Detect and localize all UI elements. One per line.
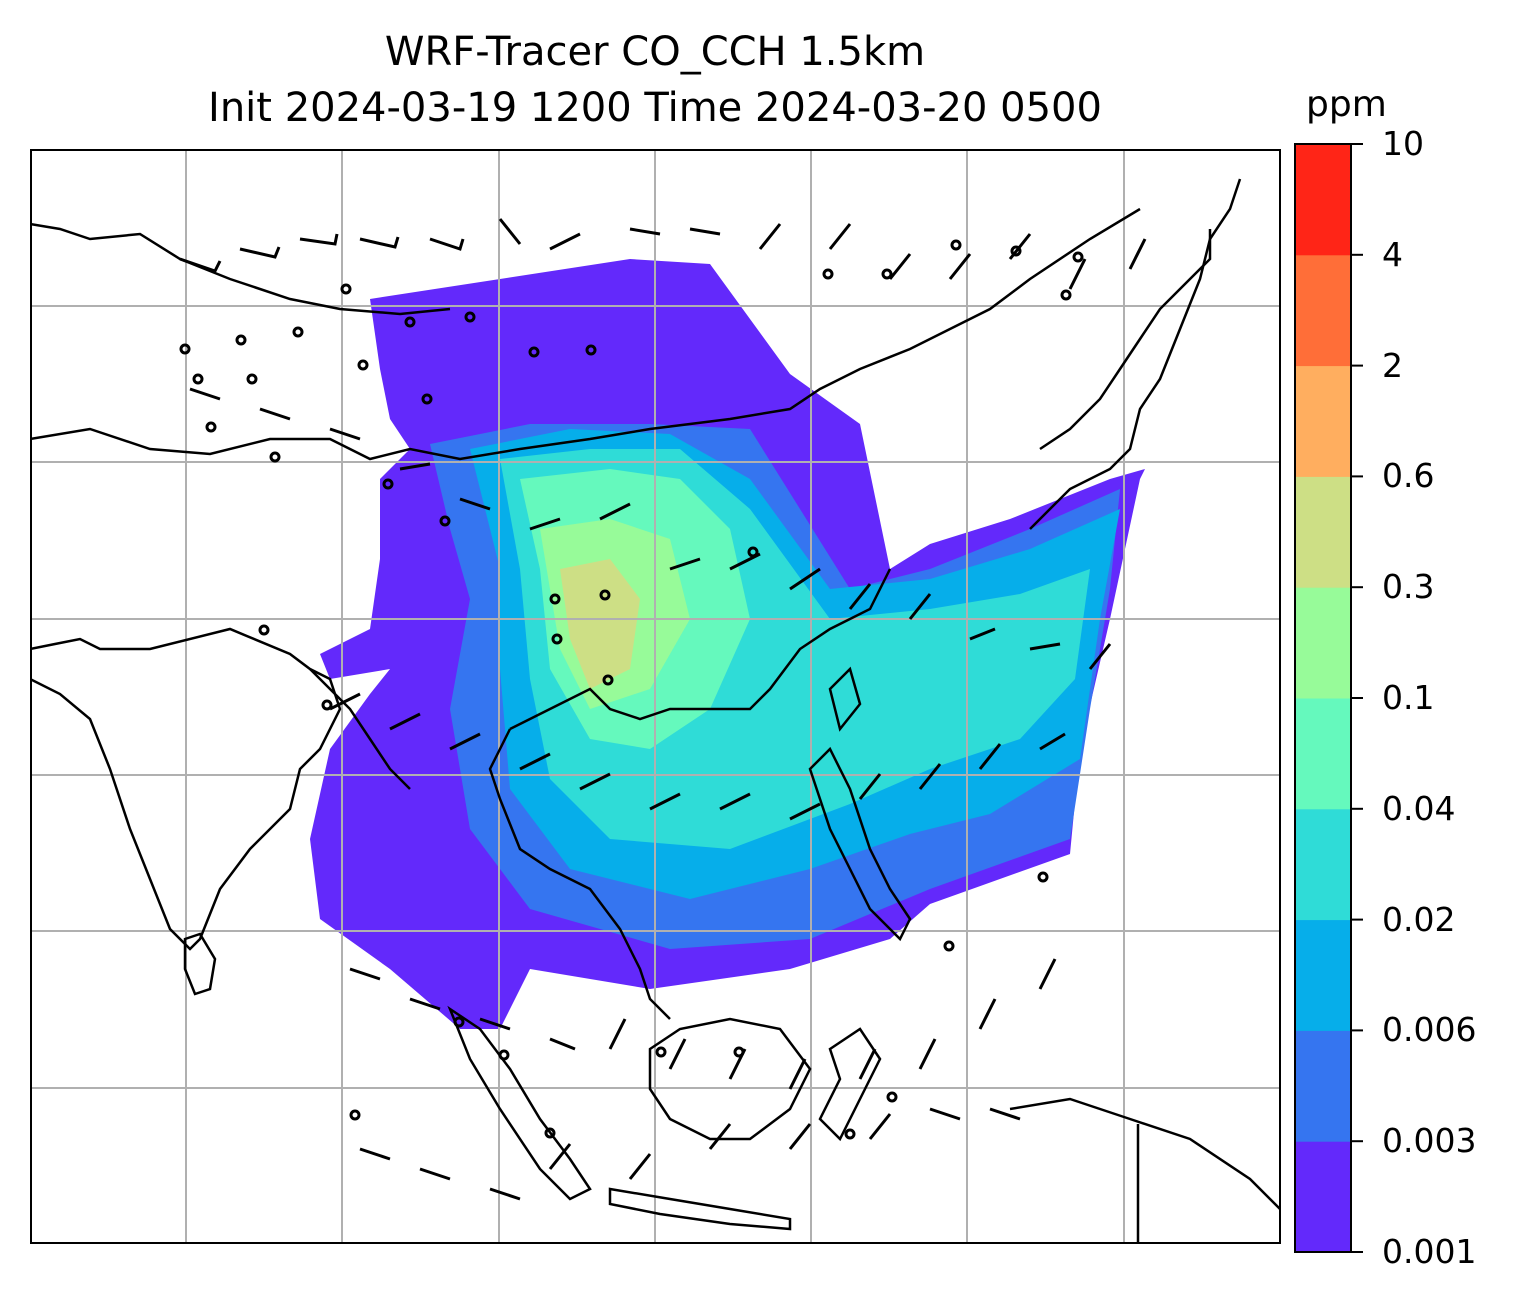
tracer-plume — [310, 259, 1145, 1029]
colorbar-band — [1295, 587, 1351, 699]
coast-korea-japan — [1029, 178, 1242, 530]
map-border — [30, 149, 1281, 1244]
colorbar-tick-label: 0.001 — [1382, 1232, 1477, 1271]
coast-bay-of-bengal — [309, 668, 411, 790]
calm-wind-markers — [179, 239, 1084, 1140]
colorbar-band — [1295, 254, 1351, 367]
coast-sri-lanka — [183, 932, 217, 996]
colorbar-tick-label: 0.02 — [1382, 899, 1456, 939]
colorbar-tick-label: 4 — [1382, 234, 1403, 274]
colorbar-tick-label: 0.04 — [1382, 788, 1456, 828]
coast-philippines — [808, 746, 912, 942]
colorbar-band — [1295, 919, 1351, 1031]
colorbar-band — [1295, 808, 1351, 921]
colorbar-tick-label: 0.6 — [1382, 456, 1435, 496]
coast-sulawesi — [818, 1027, 882, 1142]
colorbar-band — [1295, 365, 1351, 477]
colorbar-band — [1295, 1030, 1351, 1142]
colorbar-band — [1295, 144, 1351, 256]
gridlines — [30, 149, 1280, 1243]
map-title-line1: WRF-Tracer CO_CCH 1.5km — [384, 29, 926, 75]
colorbar-band — [1295, 1141, 1351, 1253]
colorbar-tick-label: 0.1 — [1382, 678, 1435, 717]
coast-borneo — [648, 1017, 812, 1141]
coast-new-guinea — [1009, 1097, 1281, 1210]
coast-taiwan — [828, 666, 862, 732]
coast-indochina — [488, 728, 671, 1020]
colorbar-tick-label: 0.003 — [1382, 1121, 1477, 1161]
colorbar-band — [1295, 698, 1351, 810]
colorbar-tick-label: 0.006 — [1382, 1010, 1477, 1050]
wind-barbs — [179, 218, 1147, 1201]
colorbar-tick-label: 0.3 — [1382, 567, 1435, 607]
map-panel — [30, 149, 1281, 1244]
coast-japan-inner — [1039, 229, 1212, 451]
colorbar-tick-label: 10 — [1382, 124, 1424, 163]
coast-central-asia — [30, 207, 1141, 461]
coast-java — [608, 1187, 792, 1231]
colorbar-tick-label: 2 — [1382, 345, 1403, 385]
map-title-line2: Init 2024-03-19 1200 Time 2024-03-20 050… — [208, 85, 1102, 131]
coast-china — [509, 568, 892, 731]
coast-india — [30, 627, 342, 951]
colorbar — [1294, 143, 1363, 1253]
plume-band-0.3 — [560, 559, 640, 689]
colorbar-band — [1295, 476, 1351, 588]
colorbar-unit: ppm — [1306, 84, 1387, 125]
